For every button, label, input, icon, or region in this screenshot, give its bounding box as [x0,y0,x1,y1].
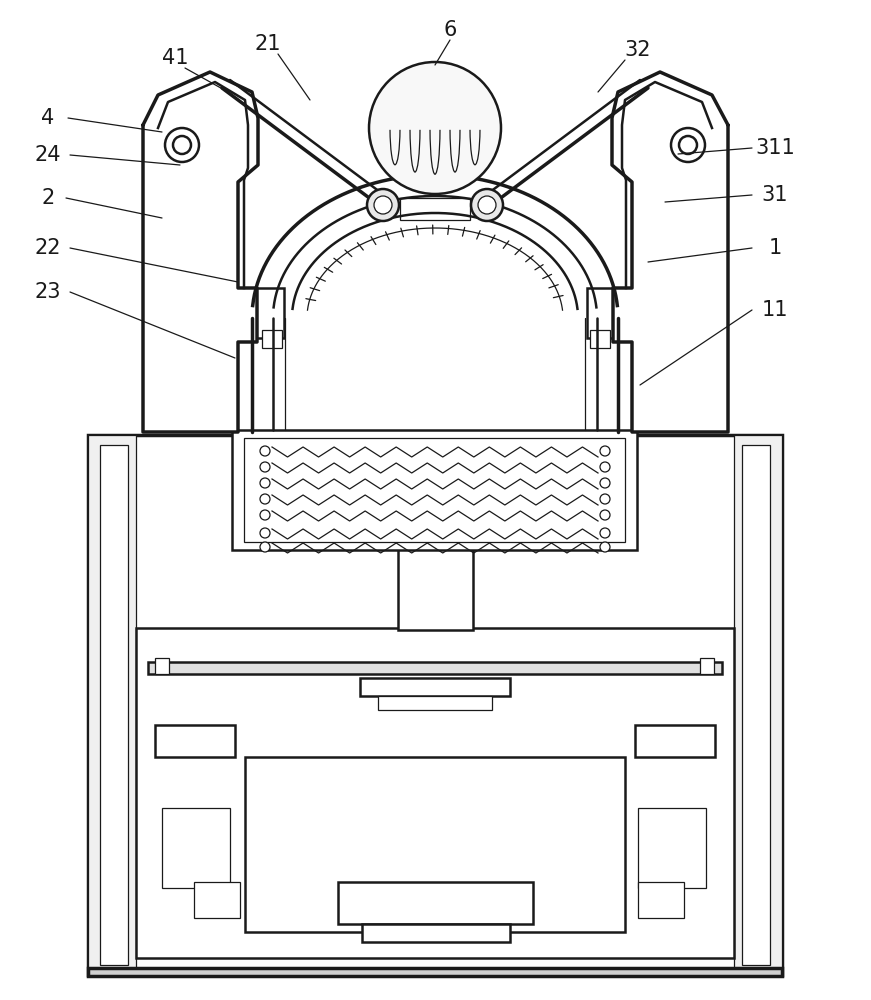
Bar [245,757,625,932]
Circle shape [600,462,610,472]
Circle shape [679,136,697,154]
Text: 41: 41 [162,48,188,68]
Circle shape [600,494,610,504]
Circle shape [165,128,199,162]
Circle shape [600,528,610,538]
Bar [262,330,282,348]
Polygon shape [612,72,728,432]
Bar [248,288,284,338]
Bar [734,435,782,975]
Bar [155,725,235,757]
Text: 11: 11 [762,300,788,320]
Bar [136,628,734,958]
Circle shape [600,446,610,456]
Bar [244,438,625,542]
Bar [148,662,722,674]
Circle shape [367,189,399,221]
Circle shape [260,494,270,504]
Text: 6: 6 [443,20,456,40]
Circle shape [374,196,392,214]
Circle shape [260,528,270,538]
Circle shape [600,510,610,520]
Bar [88,435,136,975]
Bar [638,808,706,888]
Circle shape [471,189,503,221]
Text: 311: 311 [755,138,795,158]
Bar [590,330,610,348]
Circle shape [260,462,270,472]
Circle shape [173,136,191,154]
Bar [635,725,715,757]
Bar [88,435,782,975]
Text: 1: 1 [768,238,781,258]
Bar [587,288,623,338]
Bar [338,882,533,924]
Bar [378,696,492,710]
Circle shape [600,542,610,552]
Bar [360,678,510,696]
Circle shape [260,510,270,520]
Bar [362,924,510,942]
Circle shape [478,196,496,214]
Circle shape [260,446,270,456]
Bar [162,808,230,888]
Bar [400,198,470,220]
Bar [398,548,473,630]
Bar [638,882,684,918]
Text: 23: 23 [35,282,61,302]
Text: 24: 24 [35,145,61,165]
Circle shape [600,478,610,488]
Bar [100,445,128,965]
Text: 31: 31 [762,185,788,205]
Text: 32: 32 [625,40,652,60]
Circle shape [671,128,705,162]
Bar [742,445,770,965]
Text: 22: 22 [35,238,61,258]
Bar [700,658,714,674]
Circle shape [260,478,270,488]
Bar [155,658,169,674]
Text: 2: 2 [42,188,55,208]
Circle shape [260,542,270,552]
Text: 21: 21 [254,34,281,54]
Circle shape [369,62,501,194]
Text: 4: 4 [42,108,55,128]
Bar [88,968,782,976]
Polygon shape [143,72,258,432]
Bar [194,882,240,918]
Bar [232,430,637,550]
